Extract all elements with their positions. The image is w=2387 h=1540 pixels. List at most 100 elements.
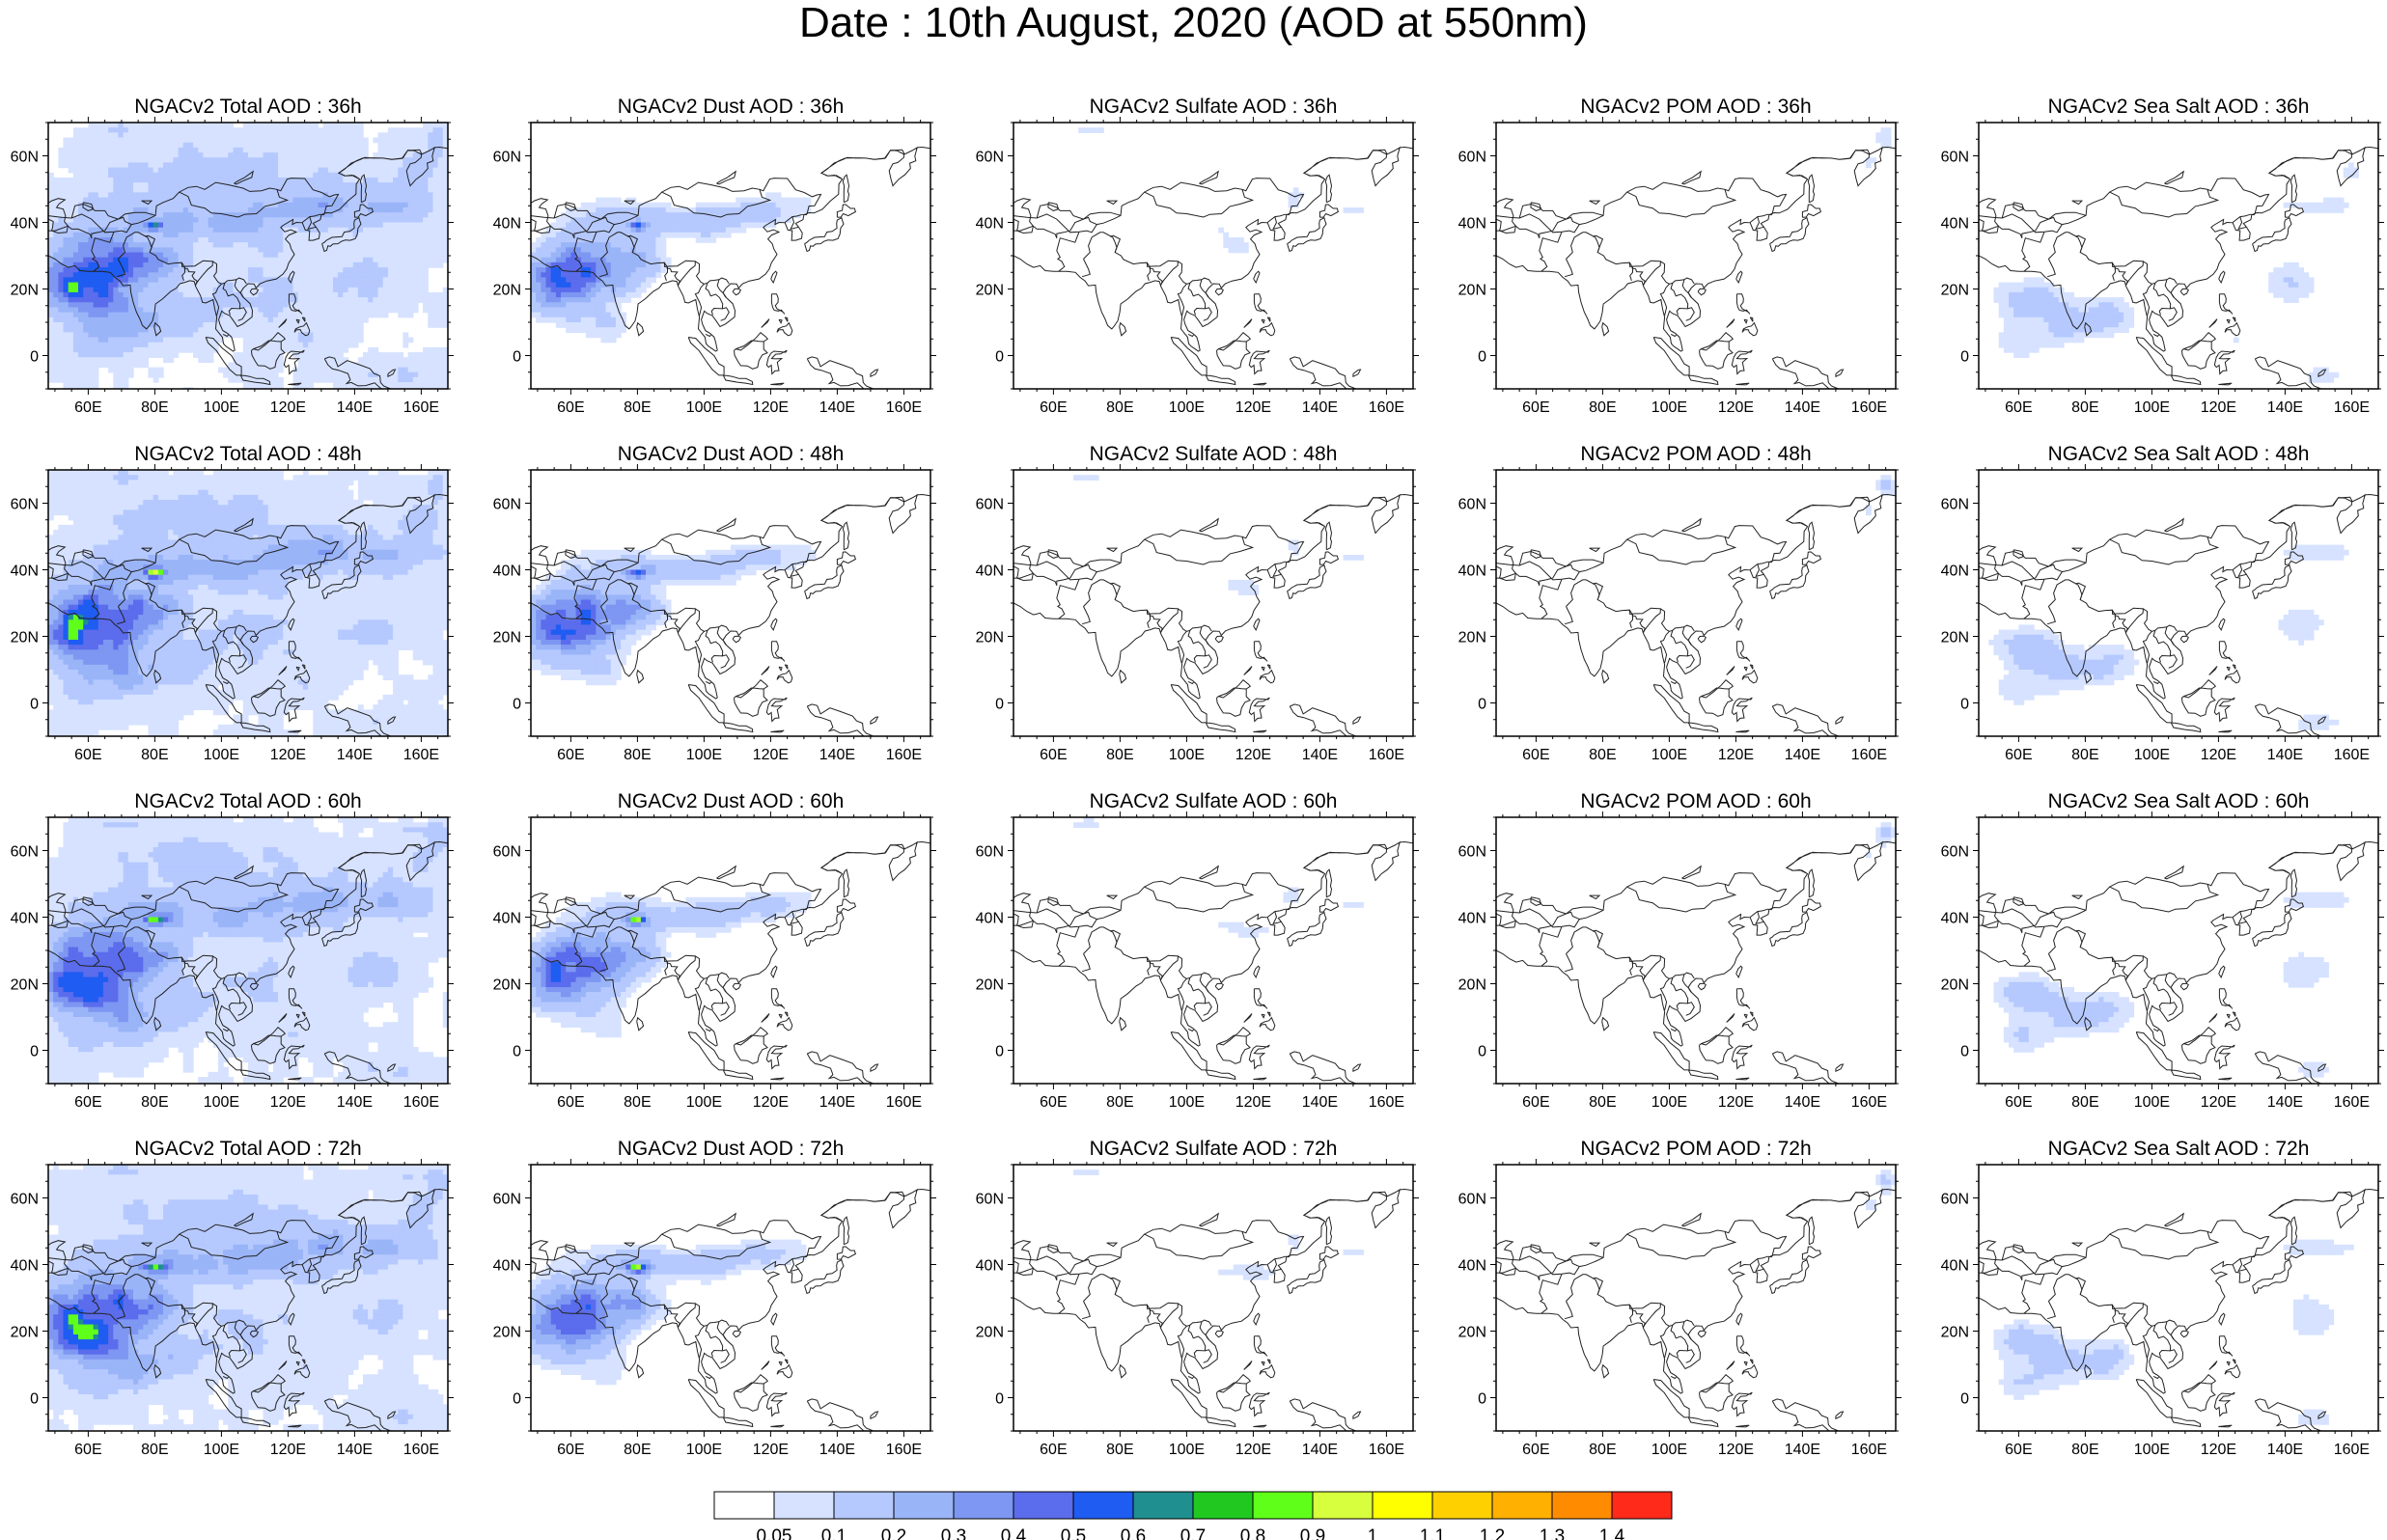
panel-title: NGACv2 Sulfate AOD : 36h [1090, 96, 1338, 118]
panel-title: NGACv2 Sulfate AOD : 48h [1090, 443, 1338, 465]
colorbar-box [713, 1491, 775, 1520]
lat-tick-label: 60N [493, 150, 521, 166]
map-frame [1495, 1164, 1897, 1432]
axis-ticks [1973, 811, 2384, 1089]
lon-tick-label: 80E [1589, 747, 1616, 763]
colorbar-label: 0.2 [881, 1526, 906, 1540]
lon-tick-label: 140E [819, 399, 855, 416]
lon-tick-label: 140E [2267, 1442, 2303, 1458]
lat-tick-label: 0 [995, 697, 1004, 713]
colorbar-box [773, 1491, 835, 1520]
panel-title: NGACv2 Sea Salt AOD : 72h [2048, 1138, 2310, 1160]
colorbar-label: 0.3 [941, 1526, 966, 1540]
lat-tick-label: 60N [1458, 1192, 1486, 1208]
lat-tick-label: 40N [11, 564, 39, 580]
lon-tick-label: 160E [403, 1094, 439, 1111]
lon-tick-label: 60E [557, 747, 584, 763]
lon-tick-label: 160E [2334, 747, 2370, 763]
colorbar-box [1551, 1491, 1613, 1520]
colorbar-box [1132, 1491, 1194, 1520]
coastlines [1013, 146, 1413, 389]
lat-tick-label: 60N [11, 497, 39, 513]
axis-ticks [42, 464, 454, 742]
lon-tick-label: 160E [403, 1442, 439, 1458]
lat-tick-label: 40N [493, 216, 521, 233]
map-panel: NGACv2 POM AOD : 48h 60E 80E 100E 120E 140E 16… [1458, 443, 1901, 763]
lon-tick-label: 160E [1851, 399, 1887, 416]
lon-tick-label: 80E [2071, 399, 2098, 416]
map-panel: NGACv2 Sea Salt AOD : 60h 60E 80E 100E 120E 1… [1941, 790, 2384, 1111]
lat-tick-label: 20N [976, 1325, 1004, 1341]
map-frame [1495, 469, 1897, 737]
lat-tick-label: 20N [493, 977, 521, 994]
lon-tick-label: 140E [337, 1442, 373, 1458]
colorbar-label: 1.3 [1540, 1526, 1565, 1540]
lat-tick-label: 40N [11, 216, 39, 233]
coastlines [1496, 840, 1896, 1084]
colorbar-box [1312, 1491, 1374, 1520]
colorbar-box [893, 1491, 955, 1520]
lon-tick-label: 100E [204, 747, 239, 763]
lon-tick-label: 120E [1718, 1442, 1754, 1458]
lon-tick-label: 120E [2201, 1442, 2236, 1458]
lat-tick-label: 20N [1458, 630, 1486, 646]
lat-tick-label: 40N [1941, 1258, 1969, 1275]
aod-shading [48, 123, 448, 389]
lat-tick-label: 20N [11, 283, 39, 299]
lat-tick-label: 20N [493, 283, 521, 299]
lon-tick-label: 160E [1851, 747, 1887, 763]
lon-tick-label: 160E [403, 399, 439, 416]
lon-tick-label: 60E [1040, 1442, 1067, 1458]
lat-tick-label: 20N [11, 630, 39, 646]
lat-tick-label: 40N [1458, 216, 1486, 233]
lat-tick-label: 0 [995, 1044, 1004, 1060]
lon-tick-label: 140E [1785, 747, 1820, 763]
lat-tick-label: 40N [11, 1258, 39, 1275]
lat-tick-label: 20N [1941, 630, 1969, 646]
lat-tick-label: 0 [1960, 697, 1969, 713]
map-frame [1013, 122, 1414, 390]
map-frame [1978, 469, 2379, 737]
colorbar-box [1072, 1491, 1134, 1520]
lon-tick-label: 60E [74, 747, 101, 763]
lon-tick-label: 60E [557, 399, 584, 416]
lon-tick-label: 100E [686, 1094, 722, 1111]
lon-tick-label: 60E [557, 1094, 584, 1111]
map-frame [1013, 816, 1414, 1085]
colorbar-box [1372, 1491, 1433, 1520]
lon-tick-label: 100E [1651, 1442, 1687, 1458]
axis-ticks [1973, 464, 2384, 742]
lon-tick-label: 100E [686, 399, 722, 416]
lon-tick-label: 120E [753, 1442, 789, 1458]
lat-tick-label: 60N [493, 844, 521, 861]
coastlines [531, 146, 930, 389]
lon-tick-label: 80E [1106, 399, 1133, 416]
aod-shading [1866, 822, 1896, 858]
lat-tick-label: 40N [493, 564, 521, 580]
lon-tick-label: 140E [337, 747, 373, 763]
lon-tick-label: 80E [624, 1094, 651, 1111]
map-panel: NGACv2 Sulfate AOD : 60h 60E 80E 100E 120E 14… [976, 790, 1419, 1111]
aod-shading [1078, 127, 1364, 254]
lon-tick-label: 80E [624, 399, 651, 416]
lon-tick-label: 60E [2005, 747, 2032, 763]
lon-tick-label: 60E [1040, 747, 1067, 763]
lat-tick-label: 40N [1941, 216, 1969, 233]
aod-shading [1993, 892, 2349, 1078]
aod-shading [531, 544, 817, 686]
coastlines [1013, 1188, 1413, 1431]
lon-tick-label: 120E [1718, 747, 1754, 763]
panel-title: NGACv2 Total AOD : 60h [134, 790, 361, 812]
lat-tick-label: 20N [976, 283, 1004, 299]
panel-title: NGACv2 POM AOD : 72h [1580, 1138, 1811, 1160]
lon-tick-label: 140E [1302, 1094, 1338, 1111]
map-panel: NGACv2 Total AOD : 60h 60E 80E 100E 120E 140E… [11, 790, 454, 1111]
colorbar-label: 0.6 [1121, 1526, 1146, 1540]
lat-tick-label: 0 [30, 349, 39, 366]
lon-tick-label: 140E [2267, 747, 2303, 763]
lat-tick-label: 0 [30, 697, 39, 713]
map-panel: NGACv2 Dust AOD : 48h 60E 80E 100E 120E 140E 1… [493, 443, 936, 763]
map-panel: NGACv2 Dust AOD : 36h 60E 80E 100E 120E 140E 1… [493, 96, 936, 416]
panel-title: NGACv2 Sulfate AOD : 60h [1090, 790, 1338, 812]
